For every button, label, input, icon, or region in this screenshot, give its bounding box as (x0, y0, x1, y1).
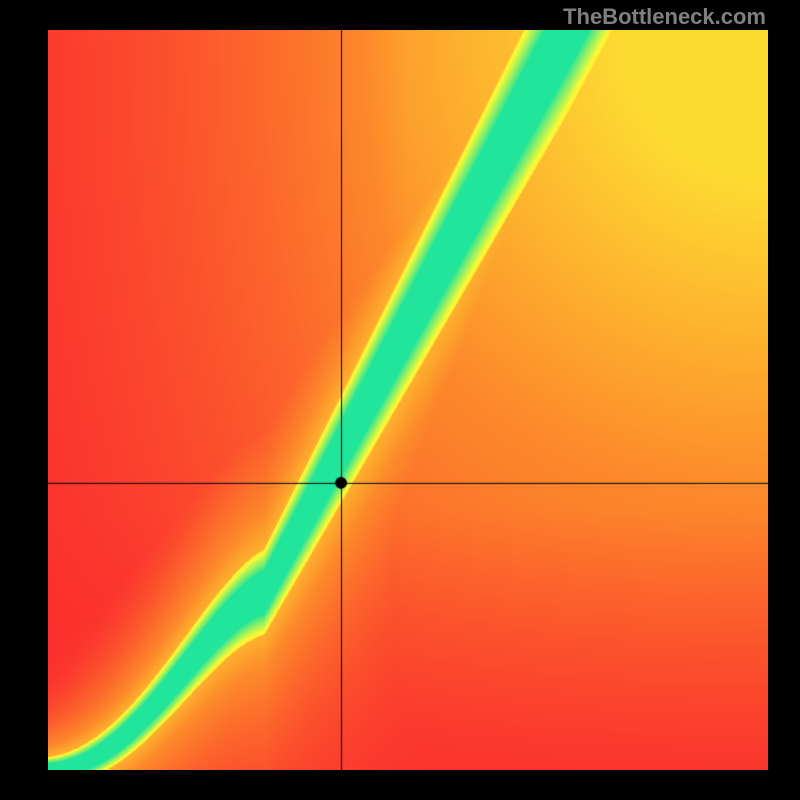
watermark-text: TheBottleneck.com (563, 4, 766, 30)
bottleneck-heatmap (48, 30, 768, 770)
